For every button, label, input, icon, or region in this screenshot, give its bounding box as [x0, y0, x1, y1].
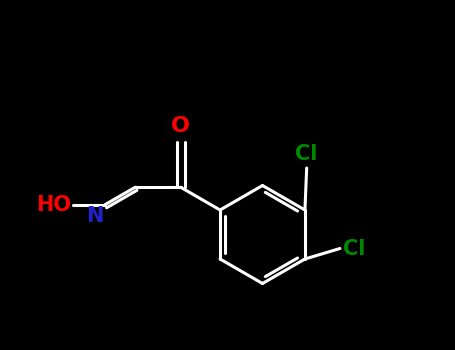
Text: Cl: Cl	[295, 145, 318, 164]
Text: N: N	[86, 206, 103, 226]
Text: Cl: Cl	[344, 238, 366, 259]
Text: O: O	[171, 117, 190, 136]
Text: HO: HO	[36, 195, 71, 215]
